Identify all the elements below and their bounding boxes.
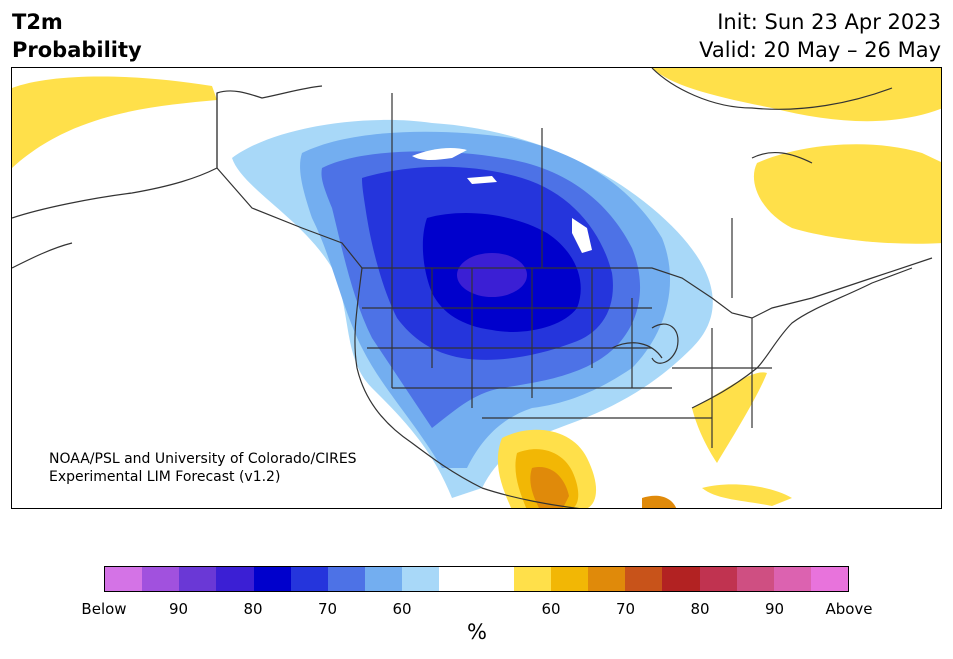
colorbar-swatch <box>402 567 440 591</box>
colorbar-swatch <box>105 567 143 591</box>
colorbar-tick-label: 60 <box>541 600 561 618</box>
warm-contour-florida <box>692 372 767 463</box>
colorbar-swatch <box>588 567 626 591</box>
map-canvas <box>12 68 941 508</box>
colorbar-swatch <box>699 567 737 591</box>
lake-winnipeg <box>572 218 592 253</box>
colorbar-swatch <box>550 567 589 591</box>
probability-label: Probability <box>12 38 142 62</box>
colorbar-swatch <box>439 567 477 591</box>
date-block: Init: Sun 23 Apr 2023 Valid: 20 May – 26… <box>699 8 941 64</box>
colorbar-swatch <box>142 567 180 591</box>
credit-line-2: Experimental LIM Forecast (v1.2) <box>49 469 281 485</box>
colorbar-swatch <box>625 567 663 591</box>
warm-contour-alaska <box>12 76 217 168</box>
forecast-map <box>11 67 942 509</box>
credit-line-1: NOAA/PSL and University of Colorado/CIRE… <box>49 451 357 467</box>
colorbar-swatch <box>773 567 811 591</box>
colorbar-swatch <box>327 567 366 591</box>
colorbar <box>104 566 849 592</box>
colorbar-tick-label: 60 <box>392 600 412 618</box>
colorbar-tick-label: Above <box>825 600 873 618</box>
colorbar-swatch <box>365 567 403 591</box>
warm-contour-hudson <box>652 68 941 122</box>
colorbar-tick-label: 70 <box>317 600 338 618</box>
colorbar-swatch <box>736 567 774 591</box>
init-date: Init: Sun 23 Apr 2023 <box>717 10 941 34</box>
colorbar-swatch <box>179 567 217 591</box>
colorbar-tick-label: 70 <box>615 600 636 618</box>
colorbar-swatch <box>253 567 291 591</box>
warm-contour-gulf-3 <box>530 467 569 508</box>
colorbar-tick-label: 80 <box>690 600 710 618</box>
variable-label: T2m <box>12 10 63 34</box>
boundaries <box>12 68 933 508</box>
colorbar-tick-label: 80 <box>243 600 263 618</box>
lake-great-slave <box>467 176 497 184</box>
cold-contour-85 <box>457 253 527 297</box>
lake-great-bear <box>412 148 467 160</box>
colorbar-swatch <box>662 567 700 591</box>
warm-contour-cuba <box>702 484 792 506</box>
colorbar-swatch <box>476 567 514 591</box>
warm-contour-labrador <box>753 144 941 244</box>
valid-date: Valid: 20 May – 26 May <box>699 38 941 62</box>
colorbar-tick-label: 90 <box>168 600 189 618</box>
colorbar-unit: % <box>467 620 487 644</box>
title-block: T2m Probability <box>12 8 142 64</box>
colorbar-tick-label: 90 <box>764 600 785 618</box>
colorbar-tick-label: Below <box>81 600 127 618</box>
colorbar-swatch <box>810 567 849 591</box>
colorbar-swatch <box>216 567 254 591</box>
colorbar-swatch <box>290 567 328 591</box>
warm-contour-yucatan <box>642 495 677 508</box>
credit-text: NOAA/PSL and University of Colorado/CIRE… <box>49 450 357 486</box>
colorbar-swatch <box>513 567 551 591</box>
